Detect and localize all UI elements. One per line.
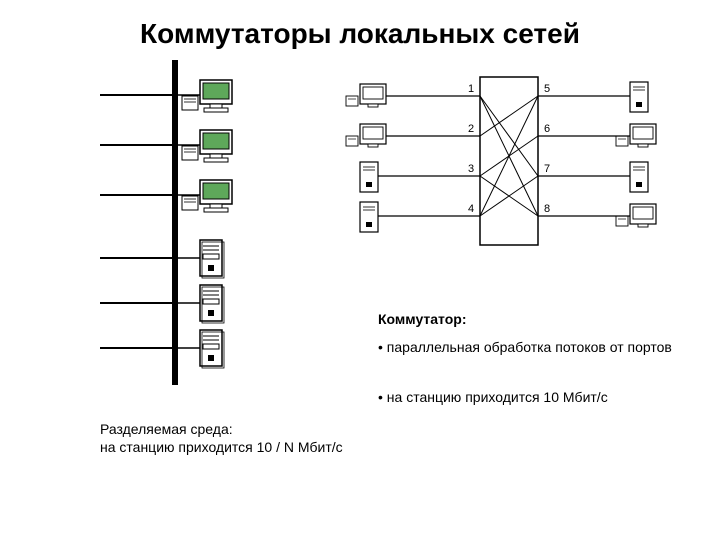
switch-right-node-7 [538, 162, 648, 192]
port-label-5: 5 [544, 83, 550, 95]
bus-diagram [60, 60, 320, 390]
page-title: Коммутаторы локальных сетей [0, 18, 720, 50]
switch-caption-head: Коммутатор: [378, 310, 466, 329]
bus-tower-2 [100, 285, 224, 323]
switch-right-node-5 [538, 82, 648, 112]
switch-diagram: 1 2 3 4 5 6 7 8 [340, 72, 670, 272]
switch-left-node-1 [346, 84, 480, 107]
switch-caption-1: • параллельная обработка потоков от порт… [378, 338, 678, 357]
bus-caption-2: на станцию приходится 10 / N Мбит/с [100, 438, 343, 457]
switch-left-node-2 [346, 124, 480, 147]
bus-caption-1: Разделяемая среда: [100, 420, 233, 439]
bus-line [172, 60, 178, 385]
port-label-3: 3 [468, 163, 474, 175]
switch-left-node-3 [360, 162, 480, 192]
port-label-2: 2 [468, 123, 474, 135]
switch-left-node-4 [360, 202, 480, 232]
bus-monitor-3 [100, 180, 232, 212]
switch-right-node-8 [538, 204, 656, 227]
bus-tower-3 [100, 330, 224, 368]
port-label-6: 6 [544, 123, 550, 135]
port-label-4: 4 [468, 203, 474, 215]
port-label-1: 1 [468, 83, 474, 95]
switch-right-node-6 [538, 124, 656, 147]
bus-monitor-1 [100, 80, 232, 112]
port-label-7: 7 [544, 163, 550, 175]
port-label-8: 8 [544, 203, 550, 215]
switch-caption-2: • на станцию приходится 10 Мбит/с [378, 388, 698, 407]
bus-tower-1 [100, 240, 224, 278]
bus-monitor-2 [100, 130, 232, 162]
